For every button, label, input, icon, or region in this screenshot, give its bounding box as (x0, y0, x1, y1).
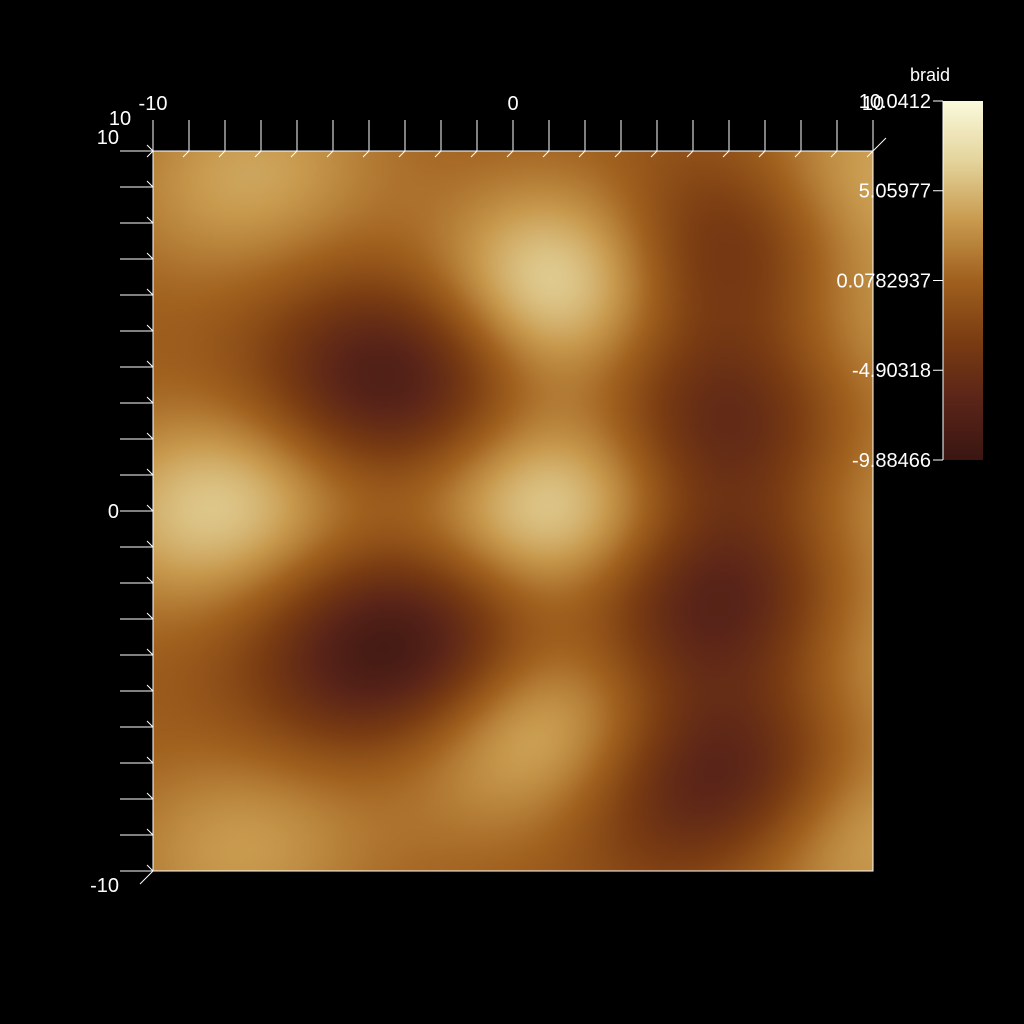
y-tick-label: -10 (90, 875, 119, 897)
x-axis-tick-depth (470, 150, 478, 158)
x-axis-tick-depth (362, 150, 370, 158)
corner-diagonal-bottom-left (139, 870, 154, 885)
y-axis-tick-depth (146, 756, 154, 764)
x-axis-tick-depth (506, 150, 514, 158)
y-axis-tick-depth (146, 648, 154, 656)
x-axis-tick-depth (254, 150, 262, 158)
x-axis-tick-depth (326, 150, 334, 158)
colorbar-tick-label: -9.88466 (852, 450, 931, 472)
x-axis-tick-depth (182, 150, 190, 158)
colorbar: braid 10.0412 5.05977 0.0782937 -4.90318 -9.8… (836, 65, 983, 472)
heatmap-surface (153, 151, 873, 871)
y-axis-tick-depth (146, 396, 154, 404)
x-axis-tick-depth (830, 150, 838, 158)
y-axis-tick-depth (146, 324, 154, 332)
colorbar-tick-label: 5.05977 (859, 181, 931, 203)
x-axis-tick-depth (650, 150, 658, 158)
corner-diagonal-top-right (872, 137, 887, 152)
y-axis-tick-depth (146, 360, 154, 368)
x-axis-tick-depth (758, 150, 766, 158)
colorbar-gradient (943, 101, 983, 460)
x-axis-tick-depth (578, 150, 586, 158)
x-axis-tick-depth (866, 150, 874, 158)
y-tick-label: 0 (108, 501, 119, 523)
x-axis-tick-depth (290, 150, 298, 158)
x-axis-tick-depth (686, 150, 694, 158)
y-axis-tick-depth (146, 540, 154, 548)
y-axis-tick-depth (146, 792, 154, 800)
y-axis-tick-depth (146, 864, 154, 872)
y-tick-label: 10 (97, 127, 119, 149)
y-axis-tick-depth (146, 288, 154, 296)
y-axis-tick-depth (146, 216, 154, 224)
x-axis-tick-depth (542, 150, 550, 158)
y-axis-tick-depth (146, 612, 154, 620)
x-axis-tick-depth (434, 150, 442, 158)
y-axis-tick-depth (146, 504, 154, 512)
y-axis-tick-depth (146, 432, 154, 440)
x-tick-label: 10 (862, 93, 884, 115)
colorbar-tick-label: -4.90318 (852, 360, 931, 382)
colorbar-title: braid (910, 65, 950, 85)
y-axis-tick-depth (146, 468, 154, 476)
colorbar-tick-label: 0.0782937 (836, 270, 931, 292)
z-axis-label: 10 (109, 108, 131, 130)
x-tick-label: -10 (139, 93, 168, 115)
x-axis-tick-depth (614, 150, 622, 158)
y-axis-tick-depth (146, 684, 154, 692)
x-tick-label: 0 (507, 93, 518, 115)
y-axis-tick-depth (146, 144, 154, 152)
x-axis-tick-depth (794, 150, 802, 158)
x-axis-tick-depth (722, 150, 730, 158)
y-axis-tick-depth (146, 828, 154, 836)
x-axis-tick-depth (146, 150, 154, 158)
y-axis-tick-depth (146, 720, 154, 728)
colorbar-tick-label: 10.0412 (859, 91, 931, 113)
y-axis-tick-depth (146, 180, 154, 188)
x-axis-tick-depth (218, 150, 226, 158)
y-axis-tick-depth (146, 576, 154, 584)
y-axis-tick-depth (146, 252, 154, 260)
x-axis-tick-depth (398, 150, 406, 158)
